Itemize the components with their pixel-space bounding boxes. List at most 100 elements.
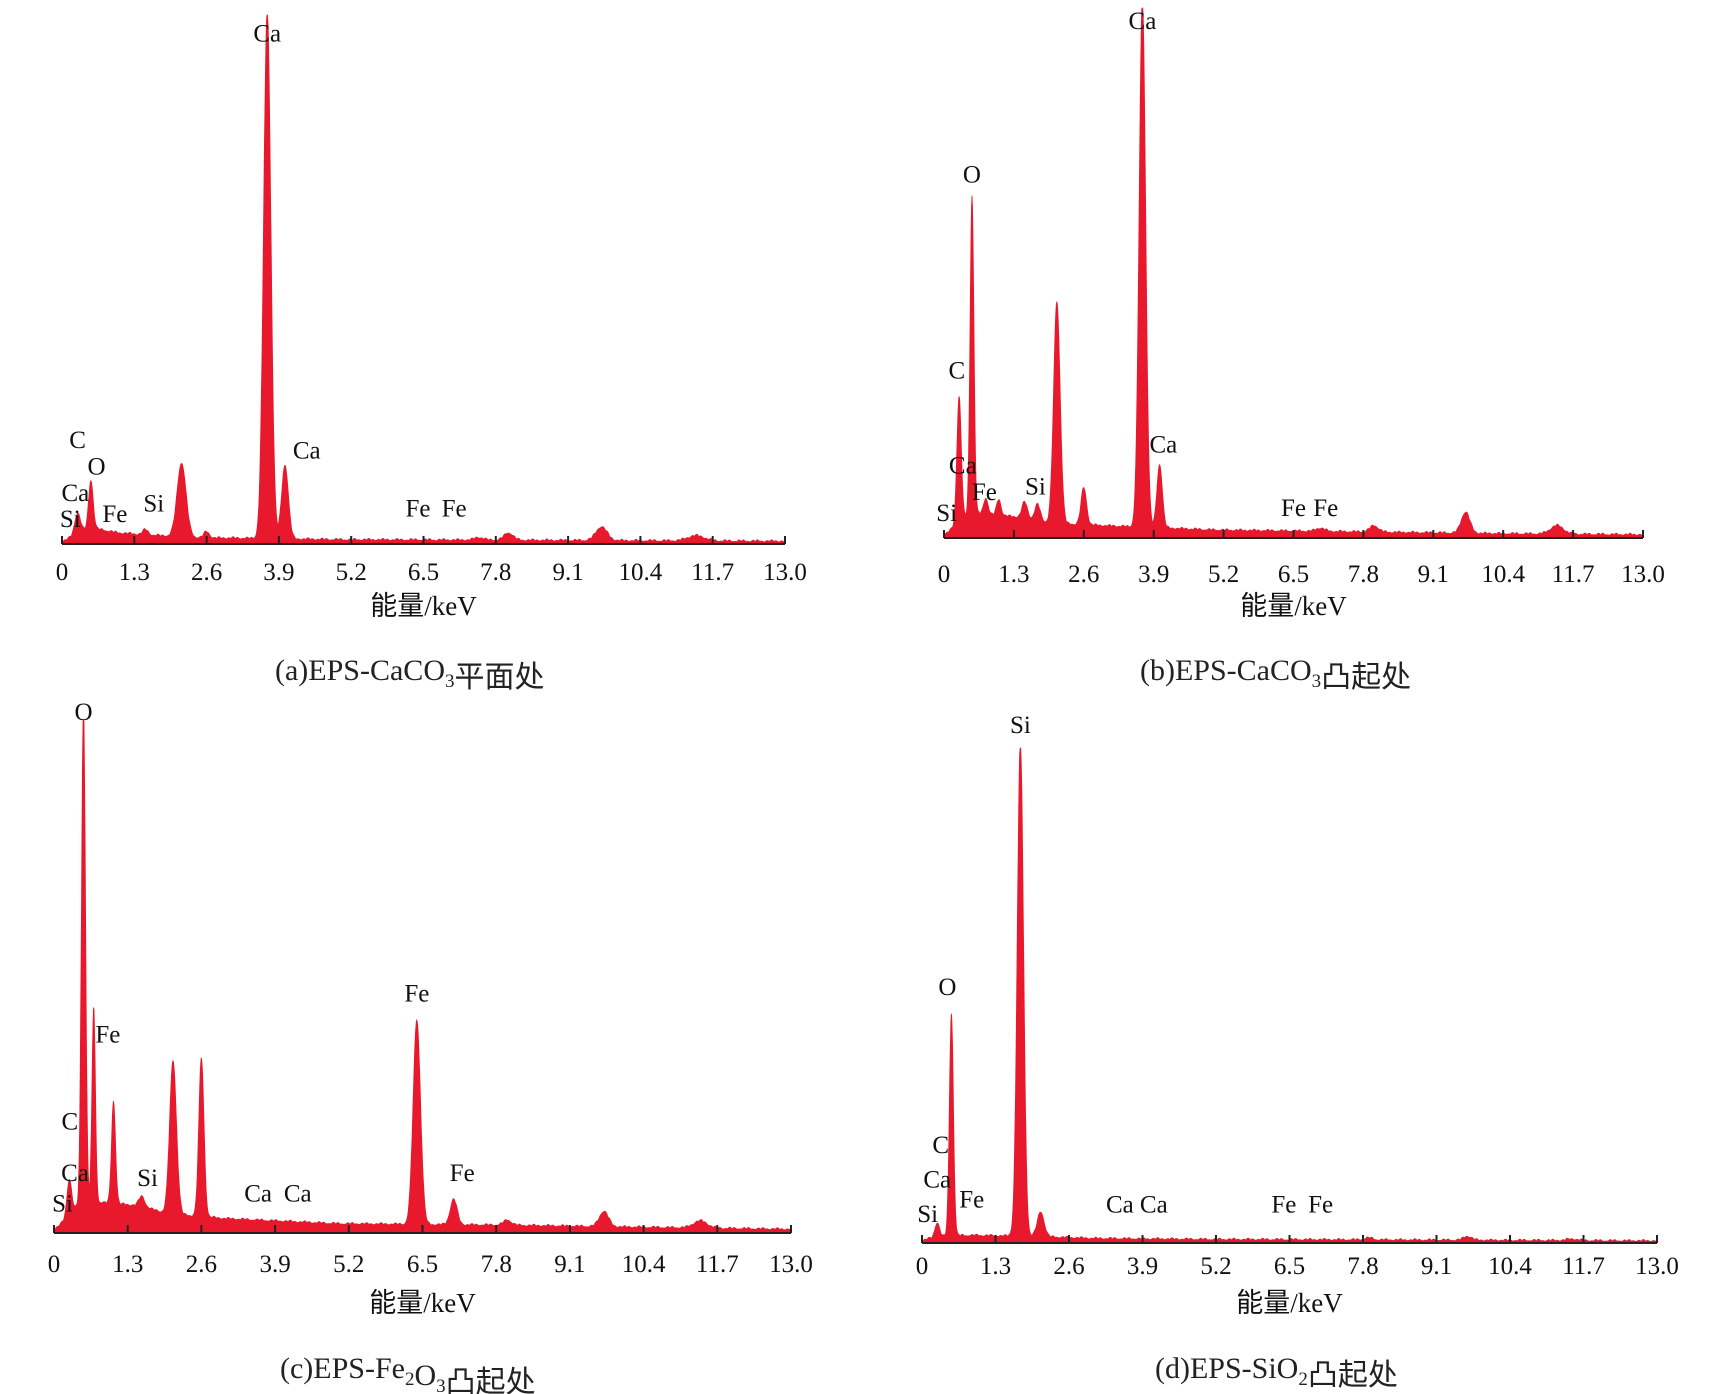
peak-label: Ca bbox=[244, 1180, 272, 1207]
panel-c: 0 1.3 2.6 3.9 5.2 6.5 7.8 9.1 10.4 11.7 13.0 能量/keV… bbox=[48, 699, 813, 1394]
peak-label: Fe bbox=[972, 479, 997, 506]
x-tick-label: 6.5 bbox=[1274, 1253, 1305, 1280]
peak-label: Ca bbox=[61, 480, 89, 507]
x-tick-label: 7.8 bbox=[1348, 561, 1379, 588]
peak-label: Ca bbox=[293, 438, 321, 465]
spectrum-area bbox=[943, 7, 1644, 538]
x-tick-label: 2.6 bbox=[191, 559, 222, 586]
peak-label: C bbox=[932, 1132, 949, 1159]
x-tick-label: 3.9 bbox=[259, 1251, 290, 1278]
peak-label: Fe bbox=[404, 981, 429, 1008]
peak-label: Si bbox=[1010, 712, 1031, 739]
peak-label: Fe bbox=[1271, 1191, 1296, 1218]
x-axis-label: 能量/keV bbox=[370, 591, 477, 621]
peak-label: C bbox=[949, 357, 966, 384]
peak-label: O bbox=[74, 699, 92, 726]
x-tick-label: 5.2 bbox=[1208, 561, 1239, 588]
x-tick-label: 11.7 bbox=[1552, 561, 1595, 588]
x-tick-label: 10.4 bbox=[622, 1251, 666, 1278]
x-tick-label: 0 bbox=[48, 1251, 61, 1278]
x-tick-label: 0 bbox=[938, 561, 951, 588]
peak-label: C bbox=[69, 427, 86, 454]
x-tick-label: 2.6 bbox=[1068, 561, 1099, 588]
peak-label: Si bbox=[936, 500, 957, 527]
peak-label: Ca bbox=[1106, 1191, 1134, 1218]
peak-label: Fe bbox=[95, 1022, 120, 1049]
peak-label: Fe bbox=[1313, 495, 1338, 522]
panel-caption: (a)EPS-CaCO3平面处 bbox=[275, 654, 544, 694]
peak-label: C bbox=[62, 1109, 79, 1136]
spectrum-area bbox=[53, 718, 792, 1233]
peak-label: O bbox=[938, 974, 956, 1001]
peak-label: Si bbox=[137, 1165, 158, 1192]
peak-label: Fe bbox=[1308, 1191, 1333, 1218]
peak-label: Ca bbox=[1129, 8, 1157, 35]
x-tick-label: 3.9 bbox=[1138, 561, 1169, 588]
peak-label: Si bbox=[143, 490, 164, 517]
panel-caption: (c)EPS-Fe2O3凸起处 bbox=[280, 1352, 536, 1394]
x-tick-label: 2.6 bbox=[186, 1251, 217, 1278]
x-tick-label: 13.0 bbox=[1621, 561, 1665, 588]
x-axis-label: 能量/keV bbox=[369, 1288, 476, 1318]
x-tick-label: 10.4 bbox=[1481, 561, 1525, 588]
x-tick-label: 1.3 bbox=[112, 1251, 143, 1278]
spectrum-area bbox=[61, 14, 786, 544]
x-tick-label: 9.1 bbox=[1421, 1253, 1452, 1280]
peak-label: Si bbox=[60, 506, 81, 533]
peak-label: Fe bbox=[405, 496, 430, 523]
x-tick-label: 1.3 bbox=[998, 561, 1029, 588]
x-tick-label: 13.0 bbox=[763, 559, 807, 586]
x-tick-label: 5.2 bbox=[336, 559, 367, 586]
peak-label: Ca bbox=[1140, 1191, 1168, 1218]
peak-label: Fe bbox=[959, 1186, 984, 1213]
x-tick-label: 1.3 bbox=[119, 559, 150, 586]
peak-label: Ca bbox=[61, 1160, 89, 1187]
panel-d: 0 1.3 2.6 3.9 5.2 6.5 7.8 9.1 10.4 11.7 13.0 能量/keV… bbox=[916, 712, 1679, 1392]
x-tick-label: 5.2 bbox=[333, 1251, 364, 1278]
peak-label: Si bbox=[1025, 474, 1046, 501]
x-tick-label: 1.3 bbox=[980, 1253, 1011, 1280]
peak-label: Ca bbox=[923, 1167, 951, 1194]
x-tick-label: 0 bbox=[916, 1253, 929, 1280]
x-tick-label: 13.0 bbox=[769, 1251, 813, 1278]
x-tick-label: 6.5 bbox=[408, 559, 439, 586]
x-tick-label: 11.7 bbox=[691, 559, 734, 586]
x-axis-label: 能量/keV bbox=[1240, 591, 1347, 621]
panel-caption: (b)EPS-CaCO3凸起处 bbox=[1140, 654, 1411, 694]
x-tick-label: 3.9 bbox=[1127, 1253, 1158, 1280]
panel-b: 0 1.3 2.6 3.9 5.2 6.5 7.8 9.1 10.4 11.7 13.0 能量/keV… bbox=[936, 7, 1665, 694]
x-tick-label: 13.0 bbox=[1635, 1253, 1679, 1280]
x-axis-label: 能量/keV bbox=[1236, 1288, 1343, 1318]
x-tick-label: 3.9 bbox=[263, 559, 294, 586]
x-tick-label: 2.6 bbox=[1053, 1253, 1084, 1280]
peak-label: Ca bbox=[949, 453, 977, 480]
peak-label: Ca bbox=[1149, 431, 1177, 458]
panel-caption: (d)EPS-SiO2凸起处 bbox=[1155, 1352, 1398, 1392]
peak-label: Fe bbox=[450, 1160, 475, 1187]
x-tick-label: 6.5 bbox=[1278, 561, 1309, 588]
x-tick-label: 9.1 bbox=[552, 559, 583, 586]
x-tick-label: 9.1 bbox=[554, 1251, 585, 1278]
x-tick-label: 6.5 bbox=[407, 1251, 438, 1278]
peak-label: Fe bbox=[102, 501, 127, 528]
peak-label: Fe bbox=[442, 496, 467, 523]
peak-label: O bbox=[963, 162, 981, 189]
peak-label: Si bbox=[52, 1191, 73, 1218]
x-tick-label: 0 bbox=[56, 559, 69, 586]
x-tick-label: 7.8 bbox=[480, 559, 511, 586]
peak-label: O bbox=[87, 453, 105, 480]
x-tick-label: 10.4 bbox=[1488, 1253, 1532, 1280]
panel-a: 0 1.3 2.6 3.9 5.2 6.5 7.8 9.1 10.4 11.7 13.0 能量/keV… bbox=[56, 14, 807, 694]
peak-label: Fe bbox=[1281, 495, 1306, 522]
x-tick-label: 11.7 bbox=[1562, 1253, 1605, 1280]
x-tick-label: 7.8 bbox=[1347, 1253, 1378, 1280]
x-tick-label: 7.8 bbox=[481, 1251, 512, 1278]
x-tick-label: 9.1 bbox=[1418, 561, 1449, 588]
peak-label: Ca bbox=[253, 20, 281, 47]
x-tick-label: 10.4 bbox=[619, 559, 663, 586]
x-tick-label: 11.7 bbox=[696, 1251, 739, 1278]
peak-label: Si bbox=[917, 1201, 938, 1228]
spectrum-area bbox=[921, 747, 1658, 1243]
x-tick-label: 5.2 bbox=[1200, 1253, 1231, 1280]
